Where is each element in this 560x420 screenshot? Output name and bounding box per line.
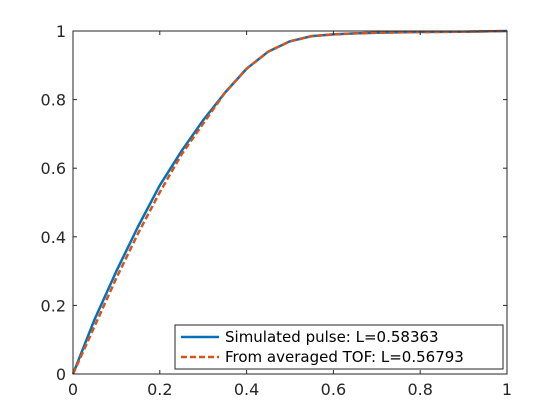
x-tick-label: 0.4 xyxy=(234,380,259,399)
legend: Simulated pulse: L=0.58363 From averaged … xyxy=(174,324,504,370)
y-tick-label: 0.8 xyxy=(41,91,66,110)
y-tick-label: 0.4 xyxy=(41,228,66,247)
x-tick-label: 0.6 xyxy=(321,380,346,399)
x-tick-label: 0.2 xyxy=(147,380,172,399)
legend-label-2: From averaged TOF: L=0.56793 xyxy=(225,348,464,366)
x-tick-label: 0.8 xyxy=(407,380,432,399)
x-tick-label: 0 xyxy=(68,380,78,399)
y-tick-label: 0.6 xyxy=(41,159,66,178)
plot-frame xyxy=(72,30,508,375)
series-layer xyxy=(71,29,508,375)
y-tick-label: 0.2 xyxy=(41,296,66,315)
x-tick-label: 1 xyxy=(502,380,512,399)
y-tick-label: 1 xyxy=(56,22,66,41)
y-tick-label: 0 xyxy=(56,365,66,384)
legend-label-1: Simulated pulse: L=0.58363 xyxy=(225,328,439,346)
tick-layer: 0 0.2 0.4 0.6 0.8 1 0 0.2 0.4 0.6 0.8 1 xyxy=(41,22,513,399)
legend-box xyxy=(174,324,504,370)
series-line-2 xyxy=(71,29,508,375)
plot-background xyxy=(73,31,507,374)
